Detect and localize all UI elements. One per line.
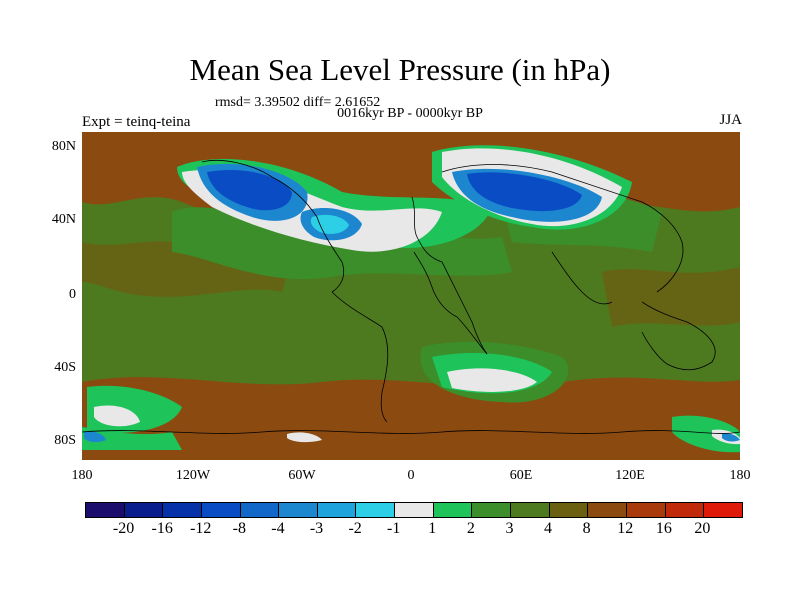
colorbar-label: -12 <box>190 520 212 537</box>
colorbar-label: 20 <box>694 520 711 537</box>
colorbar-label: 12 <box>617 520 634 537</box>
colorbar-box <box>665 503 705 517</box>
colorbar-box <box>240 503 280 517</box>
colorbar-label: -8 <box>232 520 246 537</box>
x-tick-120e: 120E <box>615 468 645 483</box>
y-tick-80s: 80S <box>54 433 76 448</box>
colorbar-label: -16 <box>151 520 173 537</box>
colorbar-box <box>279 503 318 517</box>
colorbar-label: -4 <box>271 520 285 537</box>
colorbar-box <box>588 503 627 517</box>
colorbar <box>85 502 743 518</box>
colorbar-box <box>511 503 550 517</box>
colorbar-label: -3 <box>309 520 324 537</box>
colorbar-label: 4 <box>544 520 553 537</box>
experiment-label: Expt = teinq-teina <box>82 114 191 130</box>
colorbar-box <box>395 503 434 517</box>
season-label: JJA <box>719 112 742 128</box>
x-tick-180e: 180 <box>729 468 751 483</box>
colorbar-label: 16 <box>655 520 672 537</box>
stats-text: rmsd= 3.39502 diff= 2.61652 <box>215 95 381 110</box>
colorbar-label: 1 <box>428 520 437 537</box>
colorbar-box <box>626 503 666 517</box>
colorbar-box <box>549 503 589 517</box>
colorbar-box <box>433 503 473 517</box>
x-tick-120w: 120W <box>175 468 211 483</box>
x-tick-60e: 60E <box>509 468 533 483</box>
colorbar-label: -1 <box>387 520 401 537</box>
y-tick-40n: 40N <box>51 212 76 227</box>
colorbar-label: -2 <box>348 520 362 537</box>
colorbar-box <box>356 503 396 517</box>
x-tick-0: 0 <box>407 468 415 483</box>
colorbar-label: 2 <box>466 520 475 537</box>
colorbar-label: 8 <box>582 520 591 537</box>
subtitle-text: 0016kyr BP - 0000kyr BP <box>337 106 483 121</box>
colorbar-label: -20 <box>112 520 135 537</box>
colorbar-box <box>704 503 742 517</box>
colorbar-box <box>86 503 125 517</box>
colorbar-box <box>317 503 357 517</box>
colorbar-label: 3 <box>505 520 514 537</box>
map-title: Mean Sea Level Pressure (in hPa) <box>189 52 611 87</box>
colorbar-box <box>124 503 164 517</box>
y-tick-40s: 40S <box>54 360 76 375</box>
colorbar-box <box>472 503 512 517</box>
y-tick-80n: 80N <box>51 139 76 154</box>
colorbar-box <box>201 503 241 517</box>
y-tick-0: 0 <box>69 287 76 302</box>
x-tick-60w: 60W <box>288 468 316 483</box>
pressure-map <box>82 132 740 460</box>
x-tick-180w: 180 <box>71 468 93 483</box>
colorbar-box <box>163 503 202 517</box>
